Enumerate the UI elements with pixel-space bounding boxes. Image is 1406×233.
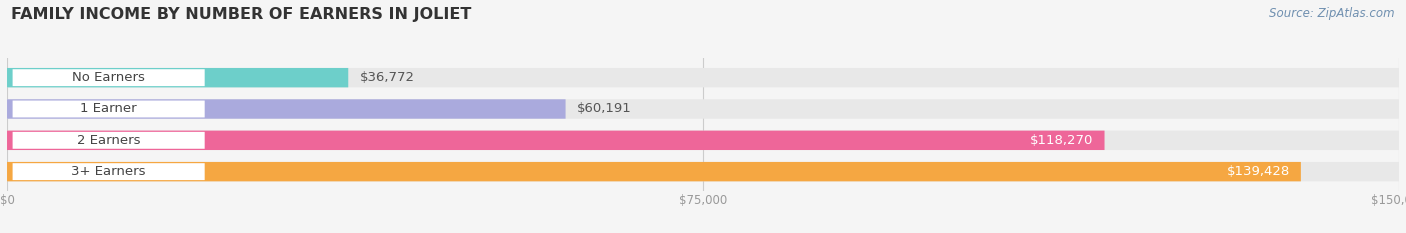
FancyBboxPatch shape xyxy=(7,162,1399,181)
Text: No Earners: No Earners xyxy=(72,71,145,84)
FancyBboxPatch shape xyxy=(7,99,565,119)
FancyBboxPatch shape xyxy=(7,99,1399,119)
FancyBboxPatch shape xyxy=(7,68,349,87)
Text: $118,270: $118,270 xyxy=(1031,134,1094,147)
Text: FAMILY INCOME BY NUMBER OF EARNERS IN JOLIET: FAMILY INCOME BY NUMBER OF EARNERS IN JO… xyxy=(11,7,471,22)
FancyBboxPatch shape xyxy=(7,131,1399,150)
FancyBboxPatch shape xyxy=(7,68,1399,87)
Text: $36,772: $36,772 xyxy=(360,71,415,84)
FancyBboxPatch shape xyxy=(13,132,205,149)
Text: 2 Earners: 2 Earners xyxy=(77,134,141,147)
Text: Source: ZipAtlas.com: Source: ZipAtlas.com xyxy=(1270,7,1395,20)
Text: $139,428: $139,428 xyxy=(1226,165,1289,178)
FancyBboxPatch shape xyxy=(7,162,1301,181)
FancyBboxPatch shape xyxy=(7,131,1105,150)
FancyBboxPatch shape xyxy=(13,69,205,86)
FancyBboxPatch shape xyxy=(13,163,205,180)
Text: 1 Earner: 1 Earner xyxy=(80,103,136,116)
Text: $60,191: $60,191 xyxy=(576,103,631,116)
Text: 3+ Earners: 3+ Earners xyxy=(72,165,146,178)
FancyBboxPatch shape xyxy=(13,100,205,117)
